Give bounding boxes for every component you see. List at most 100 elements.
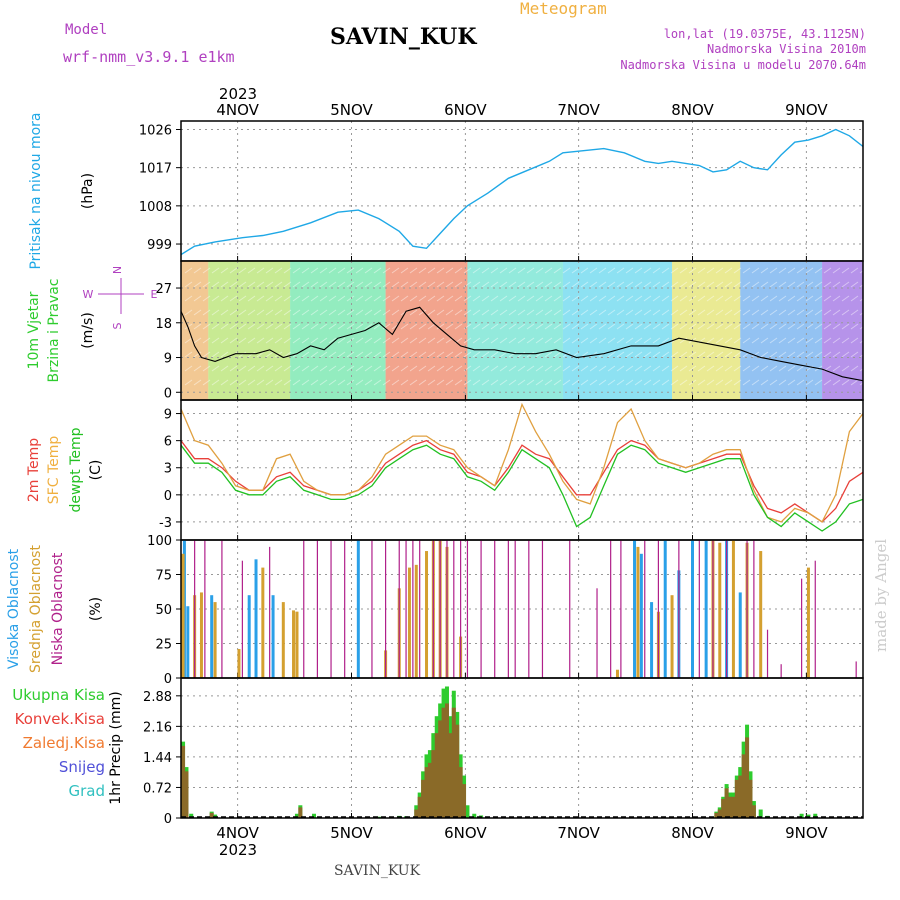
precip-bar-convective xyxy=(434,733,439,818)
wind-barb-band xyxy=(562,261,673,400)
wind-barb xyxy=(193,295,202,302)
y-axis-label: (C) xyxy=(88,460,104,481)
wind-barb xyxy=(247,267,256,274)
wind-barb xyxy=(832,323,841,330)
wind-barb xyxy=(643,281,652,288)
y-tick-label: 0.72 xyxy=(143,781,172,796)
wind-barb xyxy=(238,323,247,330)
wind-barb xyxy=(553,267,562,274)
wind-barb xyxy=(769,309,778,316)
wind-barb xyxy=(382,281,391,288)
wind-barb xyxy=(256,309,265,316)
y-axis-label: (%) xyxy=(88,597,104,621)
y-tick-label: 1008 xyxy=(139,200,172,215)
wind-barb xyxy=(616,281,625,288)
wind-barb xyxy=(337,267,346,274)
wind-barb xyxy=(751,267,760,274)
wind-barb xyxy=(544,379,553,386)
wind-barb xyxy=(742,379,751,386)
wind-barb xyxy=(724,295,733,302)
wind-barb xyxy=(796,351,805,358)
wind-barb xyxy=(499,379,508,386)
wind-barb xyxy=(256,267,265,274)
wind-barb xyxy=(652,295,661,302)
wind-barb xyxy=(589,351,598,358)
wind-barb xyxy=(454,351,463,358)
wind-barb xyxy=(562,365,571,372)
wind-barb xyxy=(841,295,850,302)
y-tick-label: 0 xyxy=(164,812,172,827)
wind-barb xyxy=(562,267,571,274)
wind-barb xyxy=(445,323,454,330)
wind-barb xyxy=(724,281,733,288)
wind-barb xyxy=(841,323,850,330)
side-label: Visoka Oblacnost xyxy=(6,548,22,669)
wind-barb xyxy=(184,295,193,302)
wind-barb xyxy=(436,351,445,358)
wind-barb xyxy=(238,267,247,274)
wind-barb xyxy=(625,295,634,302)
wind-barb xyxy=(220,365,229,372)
wind-barb xyxy=(796,281,805,288)
y-tick-label: 1026 xyxy=(139,123,172,138)
wind-barb xyxy=(283,337,292,344)
wind-barb xyxy=(517,351,526,358)
wind-barb xyxy=(688,281,697,288)
wind-barb xyxy=(517,267,526,274)
wind-barb xyxy=(724,379,733,386)
wind-barb xyxy=(400,295,409,302)
wind-barb xyxy=(472,281,481,288)
cloud-bar-mid xyxy=(281,602,285,678)
bottom-day-label: 9NOV xyxy=(785,824,828,842)
cloud-bar-high xyxy=(271,595,275,678)
wind-barb xyxy=(643,337,652,344)
y-tick-label: 50 xyxy=(155,603,172,618)
wind-barb xyxy=(364,365,373,372)
wind-barb xyxy=(580,351,589,358)
wind-barb xyxy=(193,323,202,330)
side-label: Srednja Oblacnost xyxy=(28,545,44,673)
wind-barb xyxy=(418,365,427,372)
y-tick-label: 999 xyxy=(147,238,172,253)
wind-barb xyxy=(697,267,706,274)
wind-barb xyxy=(373,281,382,288)
wind-barb xyxy=(193,337,202,344)
wind-barb xyxy=(184,379,193,386)
wind-barb xyxy=(301,379,310,386)
y-tick-label: 2.16 xyxy=(143,720,172,735)
wind-barb xyxy=(337,351,346,358)
wind-barb xyxy=(301,351,310,358)
wind-barb xyxy=(211,281,220,288)
wind-barb xyxy=(607,379,616,386)
wind-barb xyxy=(382,309,391,316)
wind-barb xyxy=(706,309,715,316)
wind-barb xyxy=(211,323,220,330)
wind-barb xyxy=(760,281,769,288)
wind-barb xyxy=(634,351,643,358)
wind-barb xyxy=(373,351,382,358)
wind-barb xyxy=(841,379,850,386)
wind-barb xyxy=(589,309,598,316)
wind-barb xyxy=(679,323,688,330)
wind-barb xyxy=(643,309,652,316)
wind-barb xyxy=(760,309,769,316)
wind-barb xyxy=(751,309,760,316)
cloud-bar-mid xyxy=(213,602,217,678)
wind-barb xyxy=(706,365,715,372)
wind-barb xyxy=(436,379,445,386)
wind-barb xyxy=(247,337,256,344)
precip-legend-label: Konvek.Kisa xyxy=(15,710,105,728)
wind-barb xyxy=(562,281,571,288)
wind-barb xyxy=(418,281,427,288)
wind-barb xyxy=(481,281,490,288)
wind-barb xyxy=(409,295,418,302)
y-tick-label: 0 xyxy=(164,672,172,687)
wind-barb xyxy=(706,351,715,358)
bottom-day-label: 7NOV xyxy=(557,824,600,842)
wind-barb xyxy=(508,365,517,372)
wind-barb xyxy=(661,295,670,302)
cloud-bar-high xyxy=(210,595,214,678)
precip-bar-convective xyxy=(184,771,189,818)
wind-barb xyxy=(481,323,490,330)
precip-bar-convective xyxy=(427,762,432,818)
